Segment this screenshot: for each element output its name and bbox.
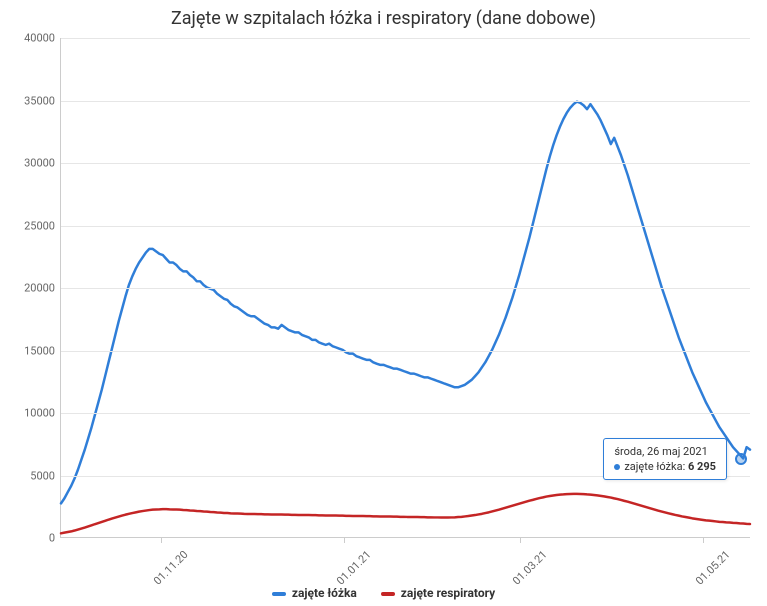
x-axis-label: 01.01.21: [334, 548, 374, 588]
gridline: [61, 413, 750, 414]
x-tick: [520, 537, 521, 543]
y-axis-label: 10000: [5, 407, 55, 420]
plot-area[interactable]: środa, 26 maj 2021 zajęte łóżka: 6 295: [60, 38, 750, 538]
tooltip-row: zajęte łóżka: 6 295: [614, 460, 716, 473]
y-axis-label: 40000: [5, 32, 55, 45]
gridline: [61, 38, 750, 39]
tooltip-header: środa, 26 maj 2021: [614, 445, 716, 458]
hover-point: [735, 453, 747, 465]
gridline: [61, 163, 750, 164]
legend-label: zajęte łóżka: [292, 586, 357, 600]
tooltip-series-label: zajęte łóżka:: [624, 460, 688, 473]
gridline: [61, 226, 750, 227]
tooltip: środa, 26 maj 2021 zajęte łóżka: 6 295: [603, 438, 727, 480]
legend-swatch-icon: [381, 592, 395, 596]
x-axis-label: 01.05.21: [693, 548, 733, 588]
series-line[interactable]: [61, 494, 750, 533]
legend-item[interactable]: zajęte respiratory: [381, 586, 495, 600]
x-axis-label: 01.03.21: [510, 548, 550, 588]
y-axis-label: 20000: [5, 282, 55, 295]
gridline: [61, 288, 750, 289]
x-axis-label: 01.11.20: [151, 548, 191, 588]
legend-label: zajęte respiratory: [401, 586, 495, 600]
x-tick: [344, 537, 345, 543]
y-axis-label: 25000: [5, 219, 55, 232]
y-axis-label: 30000: [5, 157, 55, 170]
chart-container: Zajęte w szpitalach łóżka i respiratory …: [0, 0, 767, 606]
y-axis-label: 15000: [5, 344, 55, 357]
legend-swatch-icon: [272, 592, 286, 596]
tooltip-dot-icon: [614, 464, 620, 470]
y-axis-label: 5000: [5, 469, 55, 482]
tooltip-value: 6 295: [688, 460, 716, 473]
y-axis-label: 0: [5, 532, 55, 545]
chart-title: Zajęte w szpitalach łóżka i respiratory …: [0, 0, 767, 33]
legend: zajęte łóżka zajęte respiratory: [0, 586, 767, 600]
y-axis-label: 35000: [5, 94, 55, 107]
x-tick: [161, 537, 162, 543]
gridline: [61, 351, 750, 352]
x-tick: [703, 537, 704, 543]
legend-item[interactable]: zajęte łóżka: [272, 586, 357, 600]
gridline: [61, 101, 750, 102]
